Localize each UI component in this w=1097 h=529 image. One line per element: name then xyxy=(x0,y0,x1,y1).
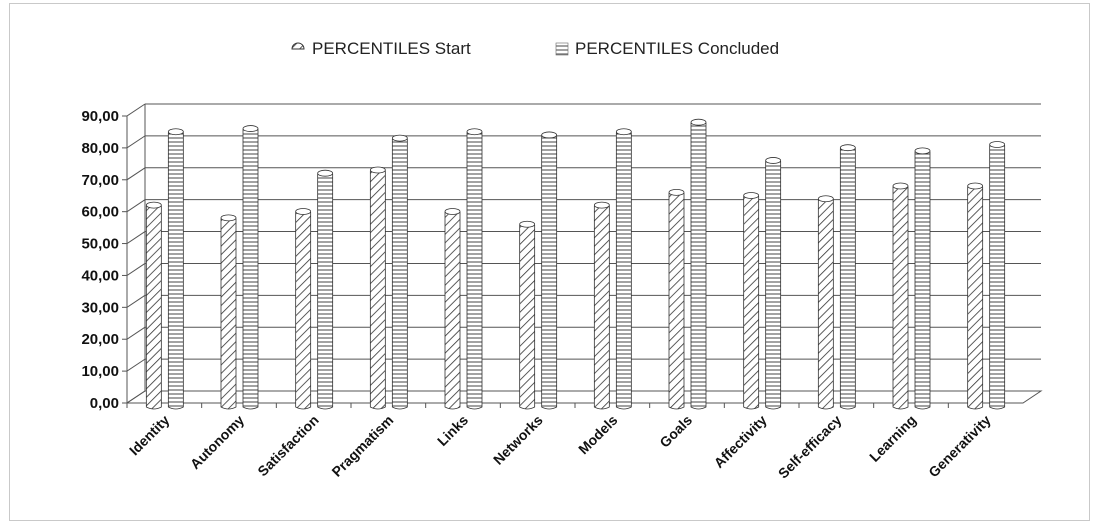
legend-label-concluded: PERCENTILES Concluded xyxy=(575,39,779,58)
gridline-depth xyxy=(126,263,146,276)
x-tick-label: Networks xyxy=(490,412,546,468)
y-axis: 0,00 10,00 20,00 30,00 40,00 50,00 60,00 70,00 8… xyxy=(81,108,128,412)
bar-start xyxy=(817,195,834,410)
x-tick-label: Models xyxy=(575,412,621,458)
x-tick-label: Self-efficacy xyxy=(775,412,845,482)
x-tick-label: Generativity xyxy=(925,412,994,481)
gridline-depth xyxy=(126,358,146,372)
legend: PERCENTILES Start PERCENTILES Concluded xyxy=(291,39,779,58)
bar-concluded xyxy=(914,147,931,410)
gridline-depth xyxy=(126,231,146,244)
y-tick-label: 40,00 xyxy=(81,267,119,284)
bar-start xyxy=(593,201,610,410)
legend-item-start: PERCENTILES Start xyxy=(291,39,471,58)
x-tick-label: Satisfaction xyxy=(254,412,321,479)
bar-concluded xyxy=(391,134,408,410)
bar-concluded xyxy=(317,169,334,410)
bar-start xyxy=(145,201,162,410)
x-tick-label: Autonomy xyxy=(187,412,247,472)
x-tick-label: Pragmatism xyxy=(328,412,396,480)
y-tick-label: 60,00 xyxy=(81,204,119,221)
gridline-depth xyxy=(126,199,146,213)
bar-start xyxy=(295,208,312,410)
bar-start xyxy=(444,208,461,410)
legend-item-concluded: PERCENTILES Concluded xyxy=(555,39,779,58)
y-tick-label: 90,00 xyxy=(81,108,119,125)
legend-swatch-concluded xyxy=(555,42,569,56)
bar-concluded xyxy=(690,118,707,410)
bar-concluded xyxy=(541,131,558,410)
bars xyxy=(145,118,1006,410)
bar-concluded xyxy=(466,128,483,410)
gridline-depth xyxy=(126,135,146,149)
x-axis: Identity Autonomy Satisfaction Pragmatism Li… xyxy=(126,403,994,481)
x-tick-label: Goals xyxy=(656,412,695,451)
y-tick-label: 80,00 xyxy=(81,140,119,157)
bar-start xyxy=(369,166,386,410)
y-tick-label: 0,00 xyxy=(90,395,119,412)
x-tick-label: Learning xyxy=(866,412,919,465)
y-tick-label: 50,00 xyxy=(81,236,119,253)
bar-start xyxy=(892,182,909,410)
gridline-depth xyxy=(126,326,146,340)
gridlines xyxy=(126,103,1041,404)
bar-start xyxy=(220,214,237,410)
y-tick-label: 20,00 xyxy=(81,331,119,348)
bar-start xyxy=(519,220,536,410)
gridline-depth xyxy=(126,103,146,117)
bar-concluded xyxy=(242,125,259,410)
bar-concluded xyxy=(167,128,184,410)
y-tick-label: 70,00 xyxy=(81,172,119,189)
y-tick-label: 30,00 xyxy=(81,299,119,316)
bar-start xyxy=(743,192,760,410)
bar-concluded xyxy=(615,128,632,410)
bar-concluded xyxy=(765,157,782,410)
x-tick-label: Links xyxy=(434,412,471,449)
legend-swatch-start xyxy=(291,42,305,50)
x-tick-label: Affectivity xyxy=(711,412,770,471)
x-tick-label: Identity xyxy=(126,412,173,459)
y-tick-label: 10,00 xyxy=(81,363,119,380)
plot-area: 0,00 10,00 20,00 30,00 40,00 50,00 60,00 70,00 8… xyxy=(81,103,1043,481)
bar-start xyxy=(967,182,984,410)
legend-label-start: PERCENTILES Start xyxy=(312,39,471,58)
bar-concluded xyxy=(839,144,856,410)
bar-concluded xyxy=(989,141,1006,410)
bar-start xyxy=(668,188,685,410)
gridline-depth xyxy=(126,167,146,181)
gridline-depth xyxy=(126,294,146,308)
